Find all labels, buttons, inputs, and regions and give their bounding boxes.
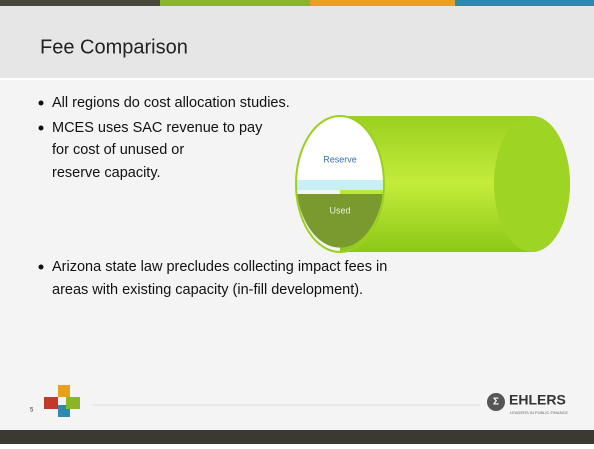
ehlers-tagline: LEADERS IN PUBLIC FINANCE bbox=[510, 410, 568, 415]
bullets: All regions do cost allocation studies. … bbox=[38, 95, 387, 298]
bullet-line: reserve capacity. bbox=[52, 165, 161, 181]
footer-logo bbox=[44, 385, 80, 417]
svg-text:Σ: Σ bbox=[493, 397, 499, 408]
ehlers-name: EHLERS bbox=[509, 392, 566, 408]
bullet-line: for cost of unused or bbox=[52, 142, 184, 158]
bottom-bar bbox=[0, 430, 594, 444]
used-label: Used bbox=[329, 205, 350, 215]
header-band bbox=[0, 6, 594, 78]
reserve-label: Reserve bbox=[323, 154, 357, 164]
bullet: All regions do cost allocation studies. bbox=[52, 95, 290, 111]
bullet: MCES uses SAC revenue to pay bbox=[52, 120, 263, 136]
bullet: Arizona state law precludes collecting i… bbox=[52, 259, 387, 275]
ehlers-logo: Σ bbox=[487, 393, 505, 411]
bullet-line: areas with existing capacity (in-fill de… bbox=[52, 282, 363, 298]
slide-title: Fee Comparison bbox=[40, 36, 188, 58]
top-stripe bbox=[0, 0, 594, 6]
cylinder bbox=[295, 115, 570, 253]
page-number: 5 bbox=[30, 408, 34, 414]
